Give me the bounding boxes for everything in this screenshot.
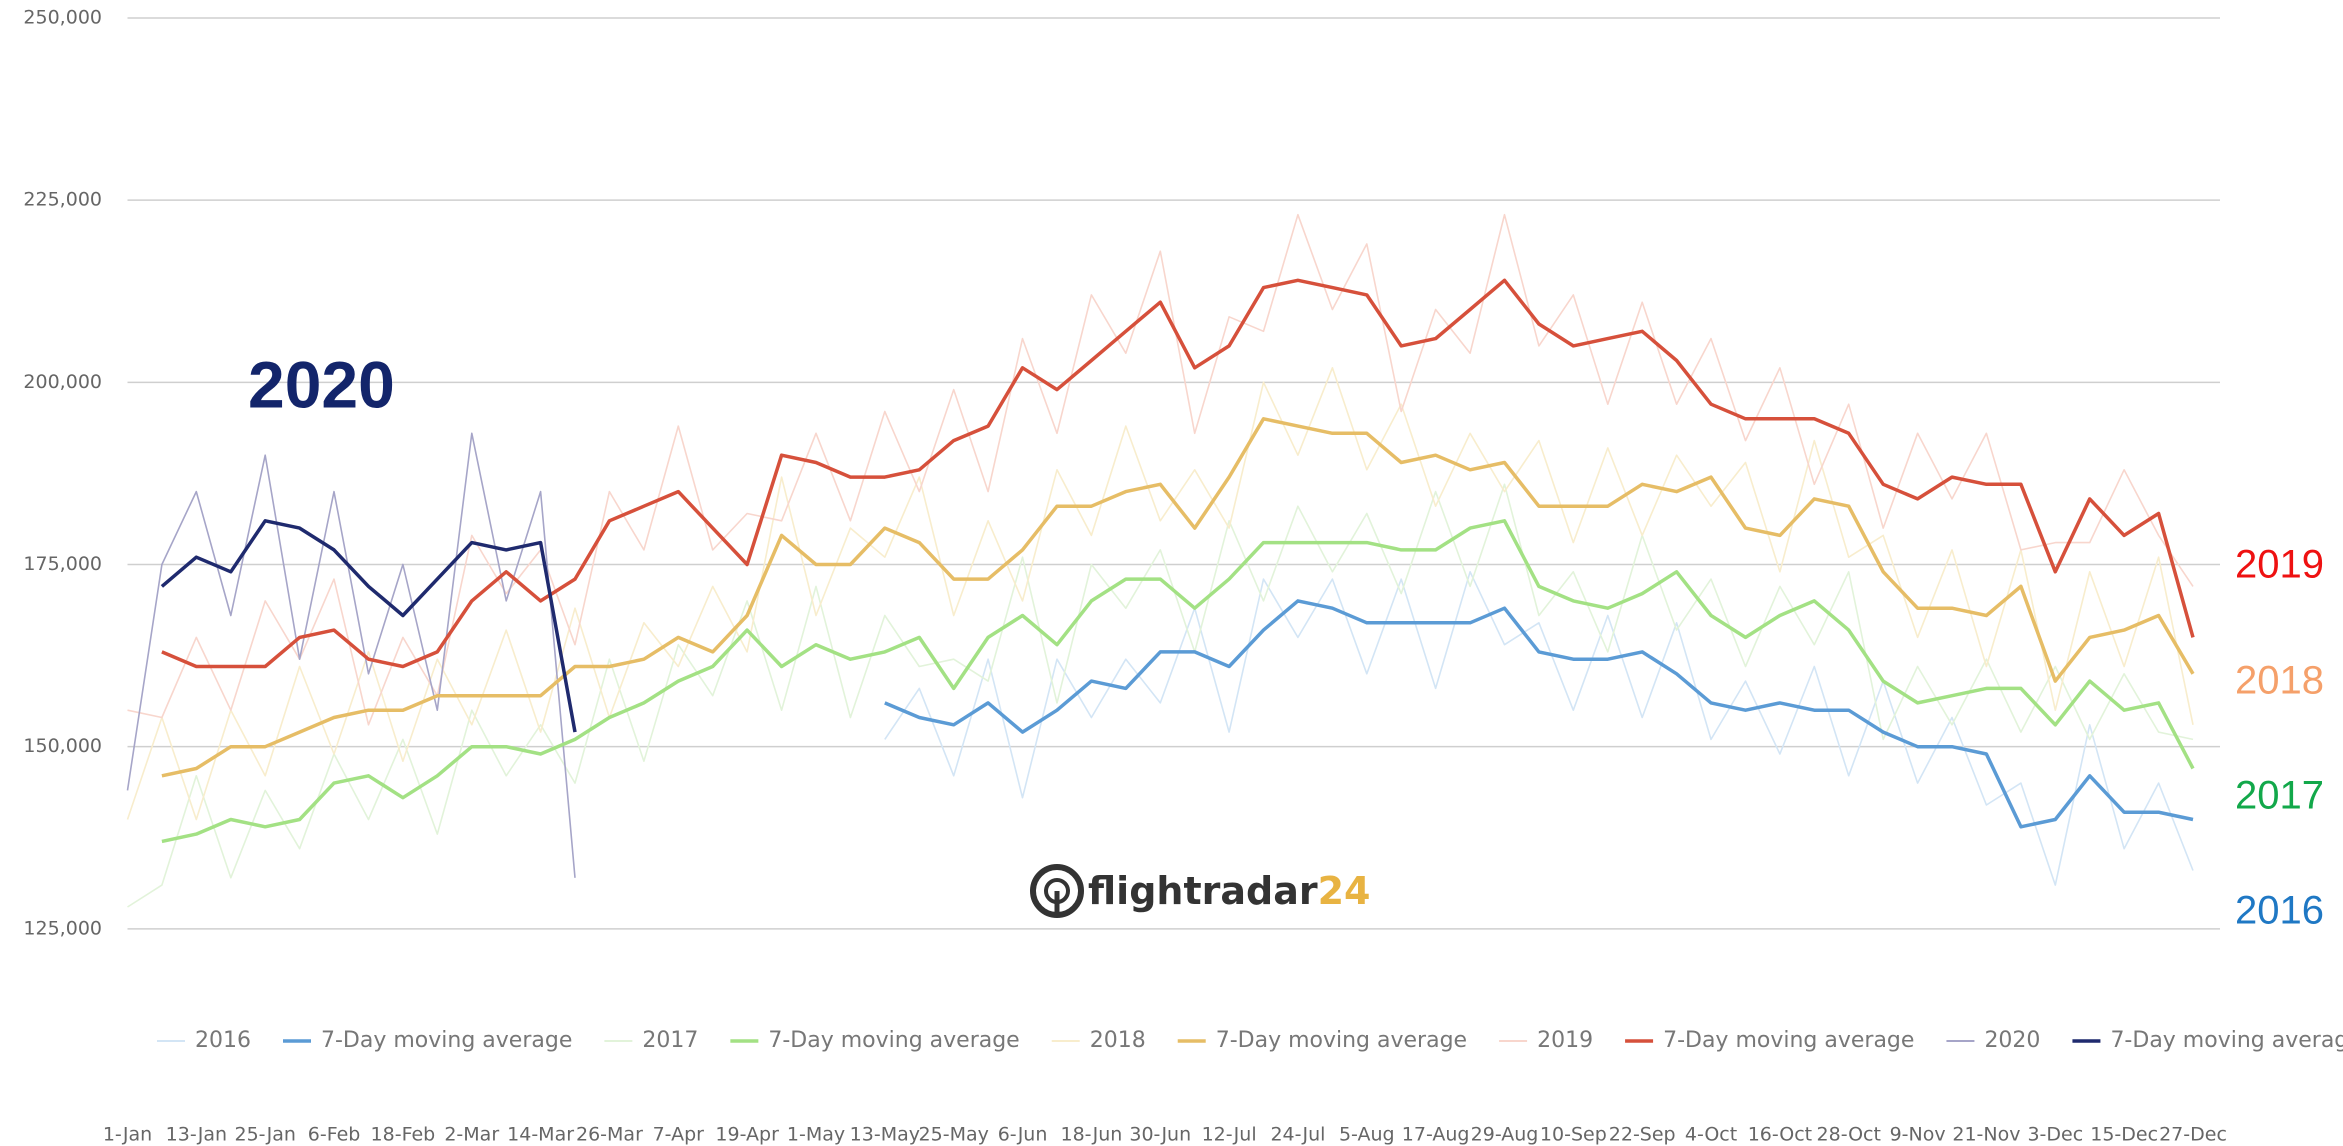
y-tick-label: 200,000 — [23, 371, 102, 393]
moving-average-line — [884, 599, 2194, 829]
logo-text: flightradar24 — [1088, 869, 1370, 913]
annotation: 2020 — [248, 347, 395, 421]
x-tick-label: 2-Mar — [444, 1124, 499, 1146]
moving-average-line — [161, 278, 2195, 669]
annotation: 2016 — [2235, 889, 2324, 933]
x-tick-label: 10-Sep — [1540, 1124, 1607, 1146]
legend-label: 7-Day moving average — [2110, 1028, 2343, 1053]
x-tick-label: 13-Jan — [166, 1124, 227, 1146]
legend-label: 2017 — [642, 1028, 698, 1053]
x-tick-label: 26-Mar — [576, 1124, 643, 1146]
x-tick-label: 3-Dec — [2027, 1124, 2083, 1146]
x-tick-label: 15-Dec — [2090, 1124, 2158, 1146]
x-tick-label: 25-May — [919, 1124, 989, 1146]
x-tick-label: 30-Jun — [1129, 1124, 1191, 1146]
x-tick-label: 13-May — [850, 1124, 920, 1146]
daily-line — [127, 213, 2194, 726]
legend-label: 7-Day moving average — [768, 1028, 1019, 1053]
x-tick-label: 12-Jul — [1202, 1124, 1257, 1146]
legend-label: 7-Day moving average — [1216, 1028, 1467, 1053]
legend-label: 2018 — [1090, 1028, 1146, 1053]
legend-label: 2019 — [1537, 1028, 1593, 1053]
x-tick-label: 6-Jun — [998, 1124, 1048, 1146]
moving-average-line — [161, 519, 2195, 844]
legend-label: 2016 — [195, 1028, 251, 1053]
daily-line — [127, 483, 2194, 908]
x-tick-label: 18-Feb — [371, 1124, 436, 1146]
x-tick-label: 5-Aug — [1339, 1124, 1395, 1146]
daily-line — [126, 432, 576, 878]
x-tick-label: 18-Jun — [1061, 1124, 1123, 1146]
x-tick-label: 29-Aug — [1471, 1124, 1539, 1146]
legend-label: 2020 — [1984, 1028, 2040, 1053]
x-tick-label: 16-Oct — [1748, 1124, 1812, 1146]
x-tick-label: 6-Feb — [308, 1124, 361, 1146]
daily-line — [126, 367, 2194, 821]
x-tick-label: 7-Apr — [653, 1124, 705, 1146]
x-tick-label: 27-Dec — [2159, 1124, 2227, 1146]
x-tick-label: 14-Mar — [507, 1124, 574, 1146]
x-tick-label: 4-Oct — [1685, 1124, 1737, 1146]
logo: flightradar24 — [1030, 864, 1370, 918]
x-tick-label: 25-Jan — [235, 1124, 296, 1146]
y-tick-label: 150,000 — [23, 735, 102, 757]
logo-number: 24 — [1318, 869, 1371, 913]
x-tick-label: 9-Nov — [1890, 1124, 1946, 1146]
annotation: 2017 — [2235, 774, 2324, 818]
x-tick-label: 1-Jan — [103, 1124, 152, 1146]
x-tick-label: 22-Sep — [1609, 1124, 1676, 1146]
moving-average-line — [160, 519, 577, 733]
moving-average-line — [161, 417, 2195, 778]
legend-label: 7-Day moving average — [1663, 1028, 1914, 1053]
y-tick-label: 250,000 — [23, 7, 102, 29]
y-tick-label: 175,000 — [23, 553, 102, 575]
x-tick-label: 19-Apr — [715, 1124, 779, 1146]
annotation: 2019 — [2235, 543, 2324, 587]
annotation: 2018 — [2235, 659, 2324, 703]
x-tick-label: 1-May — [787, 1124, 845, 1146]
y-tick-label: 125,000 — [23, 917, 102, 939]
legend-label: 7-Day moving average — [321, 1028, 572, 1053]
y-tick-label: 225,000 — [23, 189, 102, 211]
x-tick-label: 21-Nov — [1952, 1124, 2020, 1146]
x-tick-label: 17-Aug — [1402, 1124, 1470, 1146]
logo-word: flightradar — [1088, 869, 1318, 913]
x-tick-label: 28-Oct — [1817, 1124, 1881, 1146]
x-tick-label: 24-Jul — [1270, 1124, 1325, 1146]
daily-line — [884, 571, 2194, 886]
